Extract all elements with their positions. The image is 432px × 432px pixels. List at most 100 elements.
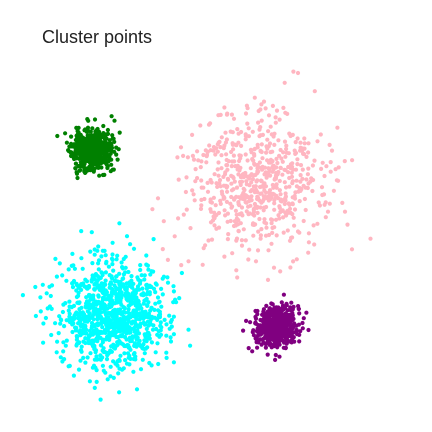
data-point xyxy=(64,278,69,283)
data-point xyxy=(259,118,264,123)
data-point xyxy=(133,334,138,339)
data-point xyxy=(246,257,251,262)
data-point xyxy=(124,281,129,286)
data-point xyxy=(74,144,79,149)
data-point xyxy=(95,317,100,322)
data-point xyxy=(137,342,142,347)
data-point xyxy=(103,151,109,156)
data-point xyxy=(95,248,100,253)
data-point xyxy=(161,219,166,224)
data-point xyxy=(109,256,115,261)
data-point xyxy=(101,349,106,355)
data-point xyxy=(255,345,260,350)
data-point xyxy=(171,332,176,337)
data-point xyxy=(269,301,274,306)
data-point xyxy=(244,179,249,184)
data-point xyxy=(142,277,147,282)
data-point xyxy=(223,170,228,175)
data-point xyxy=(241,328,246,333)
data-point xyxy=(278,192,283,197)
data-point xyxy=(88,129,93,134)
data-point xyxy=(277,188,282,193)
data-point xyxy=(124,234,130,239)
data-point xyxy=(253,336,258,341)
data-point xyxy=(110,312,115,317)
data-point xyxy=(128,242,133,247)
data-point xyxy=(258,191,263,196)
data-point xyxy=(245,106,250,111)
data-point xyxy=(92,385,97,390)
data-point xyxy=(58,317,63,322)
data-point xyxy=(304,177,309,182)
data-point xyxy=(106,334,111,339)
data-point xyxy=(215,149,220,154)
data-point xyxy=(295,162,300,167)
data-point xyxy=(253,308,258,314)
data-point xyxy=(161,274,166,279)
series-2 xyxy=(150,69,373,282)
data-point xyxy=(69,141,74,146)
data-point xyxy=(123,254,128,259)
data-point xyxy=(276,138,281,143)
data-point xyxy=(266,144,271,149)
data-point xyxy=(109,162,114,167)
data-point xyxy=(231,147,236,152)
data-point xyxy=(298,163,304,168)
data-point xyxy=(176,177,181,182)
data-point xyxy=(76,301,82,306)
data-point xyxy=(266,166,271,171)
data-point xyxy=(199,203,204,208)
data-point xyxy=(252,162,257,167)
data-point xyxy=(265,277,271,282)
data-point xyxy=(204,160,209,165)
data-point xyxy=(71,315,76,320)
data-point xyxy=(67,299,72,304)
data-point xyxy=(97,152,103,158)
data-point xyxy=(79,229,84,234)
data-point xyxy=(185,155,190,160)
data-point xyxy=(315,221,320,226)
data-point xyxy=(305,172,310,177)
data-point xyxy=(183,189,188,195)
data-point xyxy=(92,357,97,362)
data-point xyxy=(224,199,229,204)
data-point xyxy=(285,111,290,116)
data-point xyxy=(145,290,150,295)
data-point xyxy=(250,330,255,335)
data-point xyxy=(190,153,195,158)
data-point xyxy=(99,139,104,144)
data-point xyxy=(246,346,251,351)
data-point xyxy=(264,190,269,195)
data-point xyxy=(255,194,260,199)
data-point xyxy=(124,361,130,366)
data-point xyxy=(162,317,167,322)
data-point xyxy=(89,279,94,284)
data-point xyxy=(154,326,159,332)
data-point xyxy=(211,214,216,219)
data-point xyxy=(231,153,236,158)
data-point xyxy=(76,125,81,130)
data-point xyxy=(286,164,291,170)
data-point xyxy=(62,324,67,329)
data-point xyxy=(131,369,136,374)
data-point xyxy=(320,160,325,165)
data-point xyxy=(300,320,305,326)
data-point xyxy=(118,319,123,324)
data-point xyxy=(83,136,88,141)
data-point xyxy=(229,112,234,117)
data-point xyxy=(259,227,264,232)
data-point xyxy=(95,149,100,154)
data-point xyxy=(229,181,234,186)
data-point xyxy=(94,155,99,160)
data-point xyxy=(257,216,262,222)
data-point xyxy=(100,325,105,330)
data-point xyxy=(103,330,108,335)
data-point xyxy=(41,321,46,326)
data-point xyxy=(255,169,260,174)
data-point xyxy=(293,150,299,156)
data-point xyxy=(105,143,110,148)
data-point xyxy=(105,127,110,133)
data-point xyxy=(99,270,104,275)
data-point xyxy=(66,364,71,369)
data-point xyxy=(155,332,160,337)
